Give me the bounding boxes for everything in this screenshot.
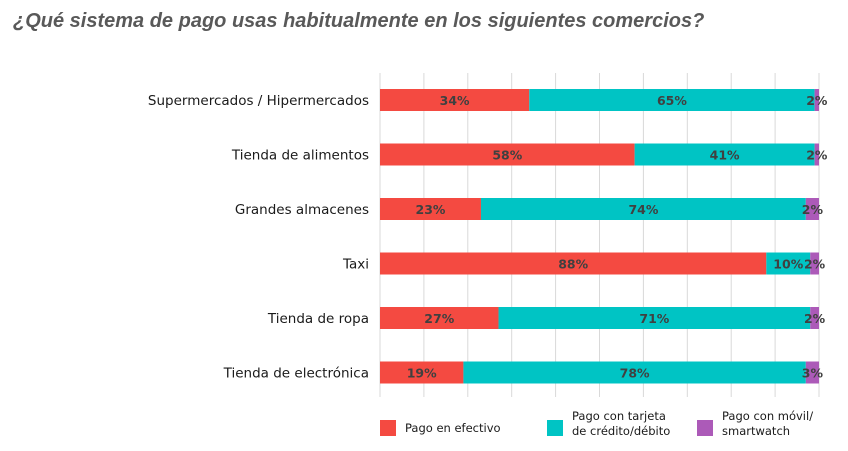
legend-label: Pago con tarjeta <box>572 409 666 423</box>
bar-segment <box>380 361 464 384</box>
data-label: 74% <box>628 202 658 217</box>
data-label: 2% <box>804 257 826 272</box>
data-label: 65% <box>657 93 687 108</box>
bar-segment <box>380 307 499 329</box>
bar-segment <box>498 307 811 329</box>
bar-segment <box>380 198 481 220</box>
data-label: 2% <box>802 202 824 217</box>
bar-segment <box>805 198 819 220</box>
bar-segment <box>805 361 819 384</box>
bar-segment <box>380 143 635 166</box>
legend-label: Pago en efectivo <box>405 421 501 435</box>
data-label: 19% <box>407 366 437 381</box>
bar-segment <box>380 89 530 111</box>
category-label: Supermercados / Hipermercados <box>148 93 369 109</box>
bar-segment <box>463 361 806 384</box>
category-label: Taxi <box>342 257 369 273</box>
category-label: Grandes almacenes <box>235 202 369 218</box>
data-label: 2% <box>806 148 828 163</box>
bar-segment <box>814 143 819 166</box>
bar-segment <box>810 307 819 329</box>
legend-swatch <box>547 420 563 436</box>
data-label: 2% <box>806 93 828 108</box>
bar-segment <box>380 252 767 275</box>
data-label: 78% <box>620 366 650 381</box>
category-label: Tienda de alimentos <box>231 148 369 164</box>
bar-segment <box>810 252 819 275</box>
category-label: Tienda de electrónica <box>223 366 369 382</box>
legend-label: smartwatch <box>722 424 790 438</box>
legend-swatch <box>380 420 396 436</box>
data-label: 71% <box>639 311 669 326</box>
bar-segment <box>814 89 819 111</box>
data-label: 2% <box>804 311 826 326</box>
data-label: 41% <box>710 148 740 163</box>
data-label: 58% <box>492 148 522 163</box>
bar-segment <box>766 252 811 275</box>
data-label: 3% <box>802 366 824 381</box>
bar-segment <box>480 198 806 220</box>
data-label: 88% <box>558 257 588 272</box>
data-label: 27% <box>424 311 454 326</box>
category-label: Tienda de ropa <box>267 311 369 327</box>
legend-label: de crédito/débito <box>572 424 670 438</box>
data-label: 10% <box>773 257 803 272</box>
chart-title: ¿Qué sistema de pago usas habitualmente … <box>13 10 705 32</box>
data-label: 34% <box>440 93 470 108</box>
legend-label: Pago con móvil/ <box>722 409 813 423</box>
bar-segment <box>634 143 815 166</box>
legend-swatch <box>697 420 713 436</box>
bar-segment <box>529 89 815 111</box>
data-label: 23% <box>416 202 446 217</box>
